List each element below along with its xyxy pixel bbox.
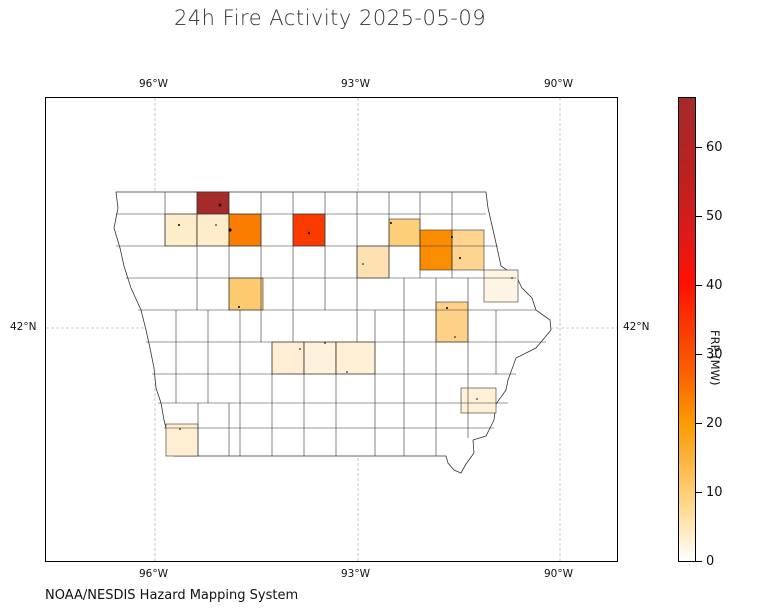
- county-low-3: [356, 245, 390, 279]
- map-frame[interactable]: [45, 97, 618, 562]
- fire-point: [454, 336, 456, 338]
- county-high-1: [228, 213, 262, 247]
- colorbar-label-30: 30: [706, 347, 723, 362]
- county-low-1: [164, 213, 198, 247]
- colorbar-label-20: 20: [706, 416, 723, 431]
- colorbar-label-60: 60: [706, 140, 723, 155]
- fire-point: [362, 263, 364, 265]
- shaded-counties: [164, 191, 519, 457]
- county-low-5: [271, 341, 305, 375]
- colorbar-label-10: 10: [706, 485, 723, 500]
- colorbar-tick-40: [696, 285, 702, 286]
- lon-label-top-93: 93°W: [341, 78, 370, 90]
- lon-label-top-96: 96°W: [139, 78, 168, 90]
- colorbar-tick-30: [696, 354, 702, 355]
- iowa-county-map: [46, 98, 617, 561]
- fire-point: [238, 306, 240, 308]
- fire-point: [307, 231, 311, 235]
- colorbar-label-50: 50: [706, 209, 723, 224]
- colorbar-tick-20: [696, 423, 702, 424]
- fire-point: [451, 236, 453, 238]
- county-low-6: [303, 341, 337, 375]
- county-mid-1: [388, 218, 421, 247]
- county-low-9: [165, 423, 199, 457]
- colorbar-tick-50: [696, 216, 702, 217]
- county-max-frp: [196, 191, 230, 215]
- county-mid-3: [228, 277, 264, 311]
- lon-label-bottom-90: 90°W: [544, 568, 573, 580]
- fire-point: [228, 228, 232, 232]
- county-low-7: [335, 341, 376, 375]
- lon-label-top-90: 90°W: [544, 78, 573, 90]
- fire-point: [446, 307, 448, 309]
- lat-label-right-42: 42°N: [623, 321, 650, 333]
- fire-point: [459, 257, 461, 259]
- fire-point: [218, 203, 222, 207]
- fire-point: [299, 348, 301, 350]
- county-high-2: [419, 229, 453, 271]
- colorbar-tick-60: [696, 147, 702, 148]
- colorbar-label-40: 40: [706, 278, 723, 293]
- lon-label-bottom-96: 96°W: [139, 568, 168, 580]
- fire-detections: [178, 203, 513, 430]
- county-mid-2: [451, 229, 485, 271]
- colorbar-tick-0: [696, 561, 702, 562]
- lon-label-bottom-93: 93°W: [341, 568, 370, 580]
- frp-colorbar: [678, 97, 696, 562]
- fire-point: [390, 222, 392, 224]
- county-very-high: [292, 213, 326, 247]
- fire-point: [476, 398, 478, 400]
- colorbar-label-0: 0: [706, 554, 715, 569]
- fire-point: [178, 224, 180, 226]
- county-low-2: [196, 213, 230, 247]
- colorbar-tick-10: [696, 492, 702, 493]
- lat-label-left-42: 42°N: [10, 321, 37, 333]
- fire-point: [346, 371, 348, 373]
- fire-point: [324, 342, 326, 344]
- county-low-4: [483, 269, 519, 303]
- county-low-8: [460, 387, 497, 414]
- data-source-credit: NOAA/NESDIS Hazard Mapping System: [45, 588, 299, 603]
- colorbar-title: FRP (MW): [708, 330, 722, 386]
- county-mid-4: [435, 301, 469, 343]
- fire-point: [215, 224, 217, 226]
- fire-point: [511, 277, 513, 279]
- county-boundaries: [116, 192, 546, 456]
- map-title: 24h Fire Activity 2025-05-09: [173, 6, 487, 30]
- fire-point: [179, 428, 181, 430]
